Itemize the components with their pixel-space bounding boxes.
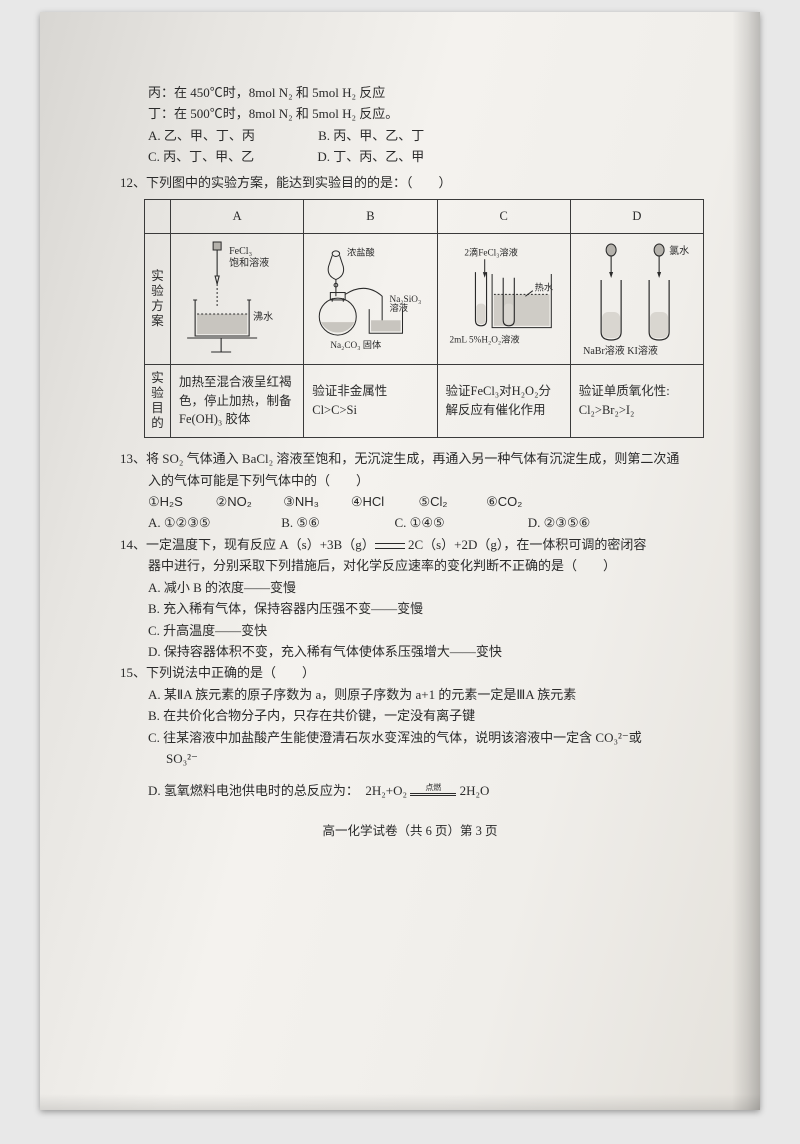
q11-tail-line1: 丙：在 450℃时，8mol N₂ 和 5mol H₂ 反应 — [120, 82, 700, 103]
q14-optB: B. 充入稀有气体，保持容器内压强不变——变慢 — [120, 598, 700, 619]
q12-rowhead-goal: 实验 目的 — [145, 364, 171, 437]
q14-optD: D. 保持容器体积不变，充入稀有气体使体系压强增大——变快 — [120, 641, 700, 662]
q15-optC-line2: SO₃²⁻ — [120, 748, 700, 769]
q12-headB: B — [304, 200, 437, 234]
svg-text:Na₂CO₃ 固体: Na₂CO₃ 固体 — [331, 339, 382, 351]
q11-optD: D. 丁、丙、乙、甲 — [317, 146, 424, 167]
q13-item3: ③NH₃ — [283, 491, 347, 512]
q12-diagram-C: 2滴FeCl₃溶液 热水 — [437, 233, 570, 364]
q13-item6: ⑥CO₂ — [486, 491, 550, 512]
svg-text:热水: 热水 — [534, 281, 553, 293]
q14-optC: C. 升高温度——变快 — [120, 620, 700, 641]
q12-goal-row: 实验 目的 加热至混合液呈红褐色，停止加热，制备 Fe(OH)₃ 胶体 验证非金… — [145, 364, 704, 437]
q11-optA: A. 乙、甲、丁、丙 — [148, 125, 255, 146]
q13-item1: ①H₂S — [148, 491, 212, 512]
q15-optC-line1: C. 往某溶液中加盐酸产生能使澄清石灰水变浑浊的气体，说明该溶液中一定含 CO₃… — [120, 727, 700, 748]
reversible-arrow-icon — [375, 541, 405, 551]
q12-table: A B C D 实验 方案 FeCl₃ — [144, 199, 704, 438]
q13-item5: ⑤Cl₂ — [419, 491, 483, 512]
svg-text:浓盐酸: 浓盐酸 — [347, 246, 375, 258]
q13-options: A. ①②③⑤ B. ⑤⑥ C. ①④⑤ D. ②③⑤⑥ — [120, 512, 700, 533]
q11-options-row1: A. 乙、甲、丁、丙 B. 丙、甲、乙、丁 — [120, 125, 700, 146]
svg-text:2mL 5%H₂O₂溶液: 2mL 5%H₂O₂溶液 — [449, 333, 519, 345]
q12-rowhead-scheme: 实验 方案 — [145, 233, 171, 364]
q13-stem-line2: 入的气体可能是下列气体中的（ ） — [120, 470, 700, 491]
q12-stem: 12、下列图中的实验方案，能达到实验目的的是：（ ） — [120, 172, 700, 193]
q12-diagram-D: 氯水 NaBr溶液 KI溶液 — [570, 233, 703, 364]
svg-text:2滴FeCl₃溶液: 2滴FeCl₃溶液 — [464, 246, 518, 258]
q12-goal-B: 验证非金属性 Cl>C>Si — [304, 364, 437, 437]
exam-page: 丙：在 450℃时，8mol N₂ 和 5mol H₂ 反应 丁：在 500℃时… — [40, 12, 760, 1110]
q13-optB: B. ⑤⑥ — [281, 512, 391, 533]
q12-goal-A: 加热至混合液呈红褐色，停止加热，制备 Fe(OH)₃ 胶体 — [171, 364, 304, 437]
q12-headD: D — [570, 200, 703, 234]
q12-headC: C — [437, 200, 570, 234]
svg-text:溶液: 溶液 — [390, 302, 409, 314]
q14-optA: A. 减小 B 的浓度——变慢 — [120, 577, 700, 598]
q13-stem-line1: 13、将 SO₂ 气体通入 BaCl₂ 溶液至饱和，无沉淀生成，再通入另一种气体… — [120, 448, 700, 469]
q14-stem-line2: 器中进行，分别采取下列措施后，对化学反应速率的变化判断不正确的是（ ） — [120, 555, 700, 576]
q13-item2: ②NO₂ — [216, 491, 280, 512]
q12-header-row: A B C D — [145, 200, 704, 234]
q12-diagram-A: FeCl₃ 饱和溶液 沸水 — [171, 233, 304, 364]
q15-optB: B. 在共价化合物分子内，只存在共价键，一定没有离子键 — [120, 705, 700, 726]
svg-text:氯水: 氯水 — [669, 244, 689, 257]
svg-text:饱和溶液: 饱和溶液 — [229, 256, 269, 269]
q11-tail-line2: 丁：在 500℃时，8mol N₂ 和 5mol H₂ 反应。 — [120, 103, 700, 124]
q13-item4: ④HCl — [351, 491, 415, 512]
svg-text:沸水: 沸水 — [253, 310, 273, 323]
q12-goal-D: 验证单质氧化性: Cl₂>Br₂>I₂ — [570, 364, 703, 437]
q11-optB: B. 丙、甲、乙、丁 — [318, 125, 424, 146]
q15-optD: D. 氢氧燃料电池供电时的总反应为： 2H₂+O₂ 点燃 2H₂O — [120, 780, 700, 801]
q15-stem: 15、下列说法中正确的是（ ） — [120, 662, 700, 683]
reaction-arrow-icon: 点燃 — [410, 785, 456, 797]
q13-choice-list: ①H₂S ②NO₂ ③NH₃ ④HCl ⑤Cl₂ ⑥CO₂ — [120, 491, 700, 512]
page-footer: 高一化学试卷（共 6 页）第 3 页 — [120, 821, 700, 842]
q13-optD: D. ②③⑤⑥ — [528, 512, 591, 533]
svg-text:NaBr溶液 KI溶液: NaBr溶液 KI溶液 — [583, 344, 658, 357]
q13-optC: C. ①④⑤ — [395, 512, 525, 533]
svg-text:FeCl₃: FeCl₃ — [229, 246, 252, 257]
q11-optC: C. 丙、丁、甲、乙 — [148, 146, 254, 167]
q14-stem-line1: 14、一定温度下，现有反应 A（s）+3B（g） 2C（s）+2D（g），在一体… — [120, 534, 700, 555]
q12-diagram-B: 浓盐酸 Na₂SiO₃ 溶液 Na₂CO₃ 固体 — [304, 233, 437, 364]
q15-optA: A. 某ⅡA 族元素的原子序数为 a，则原子序数为 a+1 的元素一定是ⅢA 族… — [120, 684, 700, 705]
q12-headA: A — [171, 200, 304, 234]
q12-goal-C: 验证FeCl₃对H₂O₂分解反应有催化作用 — [437, 364, 570, 437]
q12-scheme-row: 实验 方案 FeCl₃ 饱和溶液 — [145, 233, 704, 364]
q13-optA: A. ①②③⑤ — [148, 512, 278, 533]
q11-options-row2: C. 丙、丁、甲、乙 D. 丁、丙、乙、甲 — [120, 146, 700, 167]
